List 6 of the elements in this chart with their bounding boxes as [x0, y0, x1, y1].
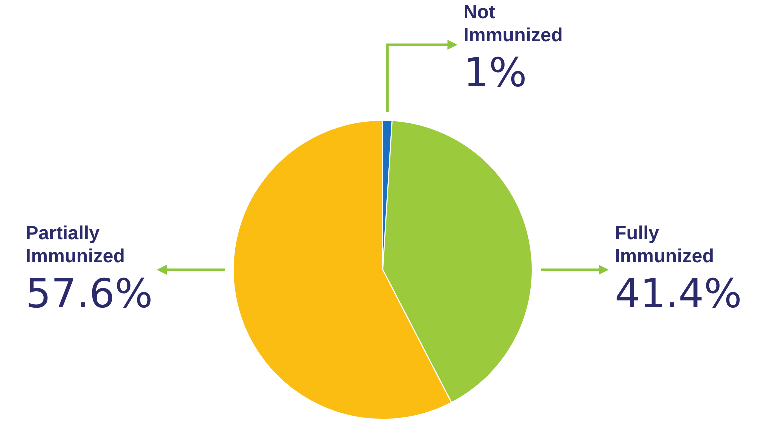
data-label: 1%: [464, 50, 528, 96]
data-label: 57.6%: [26, 271, 154, 318]
slice-label: Fully Immunized: [615, 224, 714, 268]
data-label: 41.4%: [615, 271, 742, 318]
slice-label: Not Immunized: [464, 2, 563, 47]
slice-label: Partially Immunized: [26, 224, 126, 268]
